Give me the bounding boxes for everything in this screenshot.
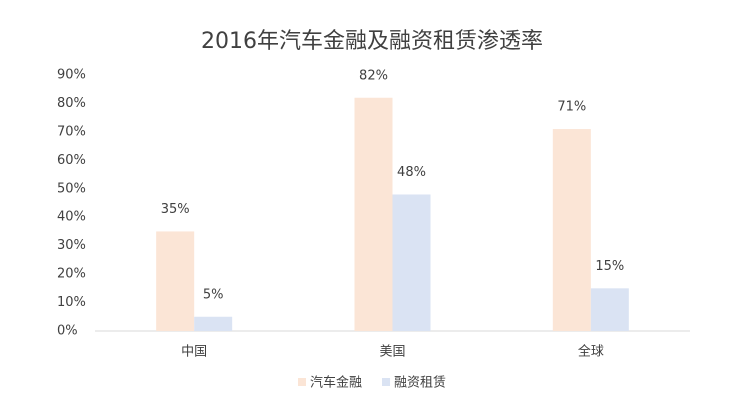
y-tick-label: 70% xyxy=(57,124,86,139)
y-tick-label: 50% xyxy=(57,181,86,196)
bar xyxy=(194,316,233,331)
data-label: 5% xyxy=(203,287,224,302)
data-label: 35% xyxy=(161,202,190,217)
legend-label: 汽车金融 xyxy=(310,375,362,391)
y-tick-label: 40% xyxy=(57,210,86,225)
data-label: 15% xyxy=(595,259,624,274)
bar xyxy=(552,129,591,331)
y-tick-label: 20% xyxy=(57,267,86,282)
x-tick-label: 全球 xyxy=(578,344,604,360)
chart-title: 2016年汽车金融及融资租赁渗透率 xyxy=(201,29,543,54)
data-label: 71% xyxy=(557,100,586,115)
y-tick-label: 80% xyxy=(57,96,86,111)
bar xyxy=(354,97,393,331)
y-tick-label: 60% xyxy=(57,153,86,168)
y-tick-label: 0% xyxy=(57,324,78,339)
data-label: 48% xyxy=(397,165,426,180)
legend-swatch xyxy=(298,378,306,386)
data-label: 82% xyxy=(359,68,388,83)
bar xyxy=(590,288,629,331)
y-tick-label: 10% xyxy=(57,295,86,310)
bar xyxy=(392,194,431,331)
bar xyxy=(156,231,195,331)
legend-swatch xyxy=(382,378,391,386)
x-tick-label: 中国 xyxy=(181,345,207,360)
legend-label: 融资租赁 xyxy=(394,376,446,391)
y-tick-label: 30% xyxy=(57,238,86,253)
y-tick-label: 90% xyxy=(57,68,86,83)
x-tick-label: 美国 xyxy=(379,345,405,360)
